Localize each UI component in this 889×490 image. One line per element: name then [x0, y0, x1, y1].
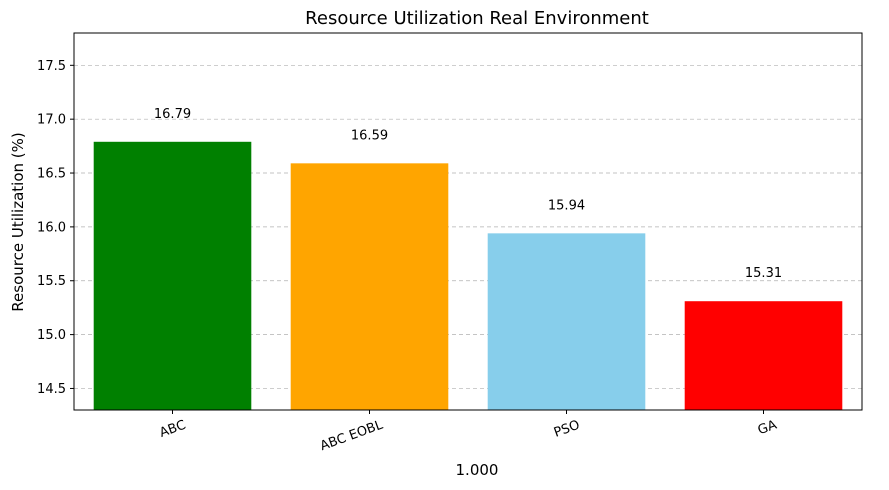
y-tick-label: 15.5 — [37, 274, 66, 289]
bar-abc-eobl — [290, 163, 449, 410]
value-label: 16.79 — [154, 107, 191, 122]
y-axis-ticks: 14.5 15.0 15.5 16.0 16.5 17.0 17.5 — [37, 59, 74, 397]
y-tick-label: 16.0 — [37, 220, 66, 235]
y-tick-label: 15.0 — [37, 328, 66, 343]
plot-frame — [73, 32, 863, 411]
y-tick-label: 17.0 — [37, 113, 66, 128]
y-axis-label: Resource Utilization (%) — [9, 132, 27, 311]
bar-abc — [93, 141, 252, 410]
x-tick-label: ABC — [158, 418, 188, 441]
x-axis-label: 1.000 — [456, 461, 499, 479]
y-tick-label: 14.5 — [37, 382, 66, 397]
bar-pso — [487, 233, 646, 410]
value-label: 15.94 — [548, 198, 585, 213]
x-tick-label: PSO — [552, 418, 582, 441]
x-axis-ticks: ABC ABC EOBL PSO GA — [158, 410, 779, 454]
x-tick-label: ABC EOBL — [318, 417, 385, 454]
x-tick-label: GA — [756, 418, 779, 439]
value-label: 15.31 — [745, 266, 782, 281]
value-label: 16.59 — [351, 128, 388, 143]
y-tick-label: 17.5 — [37, 59, 66, 74]
y-tick-label: 16.5 — [37, 167, 66, 182]
chart-title: Resource Utilization Real Environment — [305, 8, 649, 29]
grid-lines — [74, 64, 862, 389]
bars — [93, 141, 843, 410]
value-labels: 16.79 16.59 15.94 15.31 — [154, 107, 782, 281]
bar-ga — [684, 301, 843, 410]
